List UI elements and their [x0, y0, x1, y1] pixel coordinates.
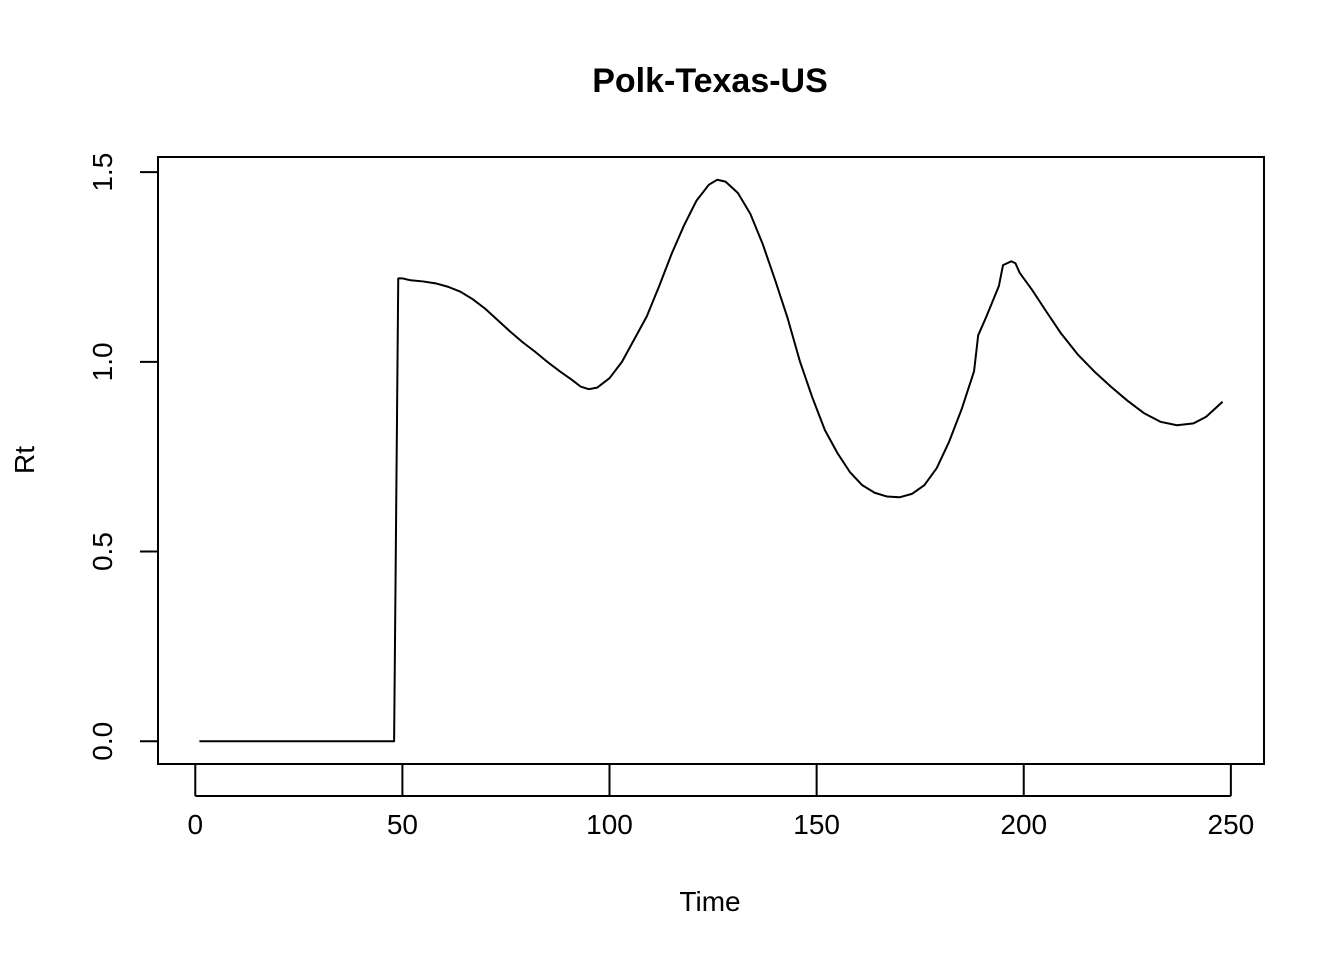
x-axis: 0 50 100 150 200 250 [187, 764, 1254, 840]
x-tick-label: 200 [1000, 809, 1047, 840]
y-tick-label: 0.0 [87, 722, 118, 761]
y-tick-label: 1.5 [87, 153, 118, 192]
y-axis-label: Rt [9, 446, 40, 474]
plot-area-frame [157, 156, 1265, 765]
series-line-1 [199, 178, 1224, 743]
y-tick-label: 0.5 [87, 532, 118, 571]
y-tick-label: 1.0 [87, 342, 118, 381]
x-axis-label: Time [679, 886, 740, 917]
x-tick-label: 0 [187, 809, 203, 840]
x-tick-label: 250 [1208, 809, 1255, 840]
x-tick-label: 100 [586, 809, 633, 840]
chart-title: Polk-Texas-US [592, 62, 828, 100]
x-tick-label: 50 [387, 809, 418, 840]
y-axis: 0.0 0.5 1.0 1.5 [87, 153, 159, 761]
series-layer [199, 178, 1224, 743]
x-tick-label: 150 [793, 809, 840, 840]
